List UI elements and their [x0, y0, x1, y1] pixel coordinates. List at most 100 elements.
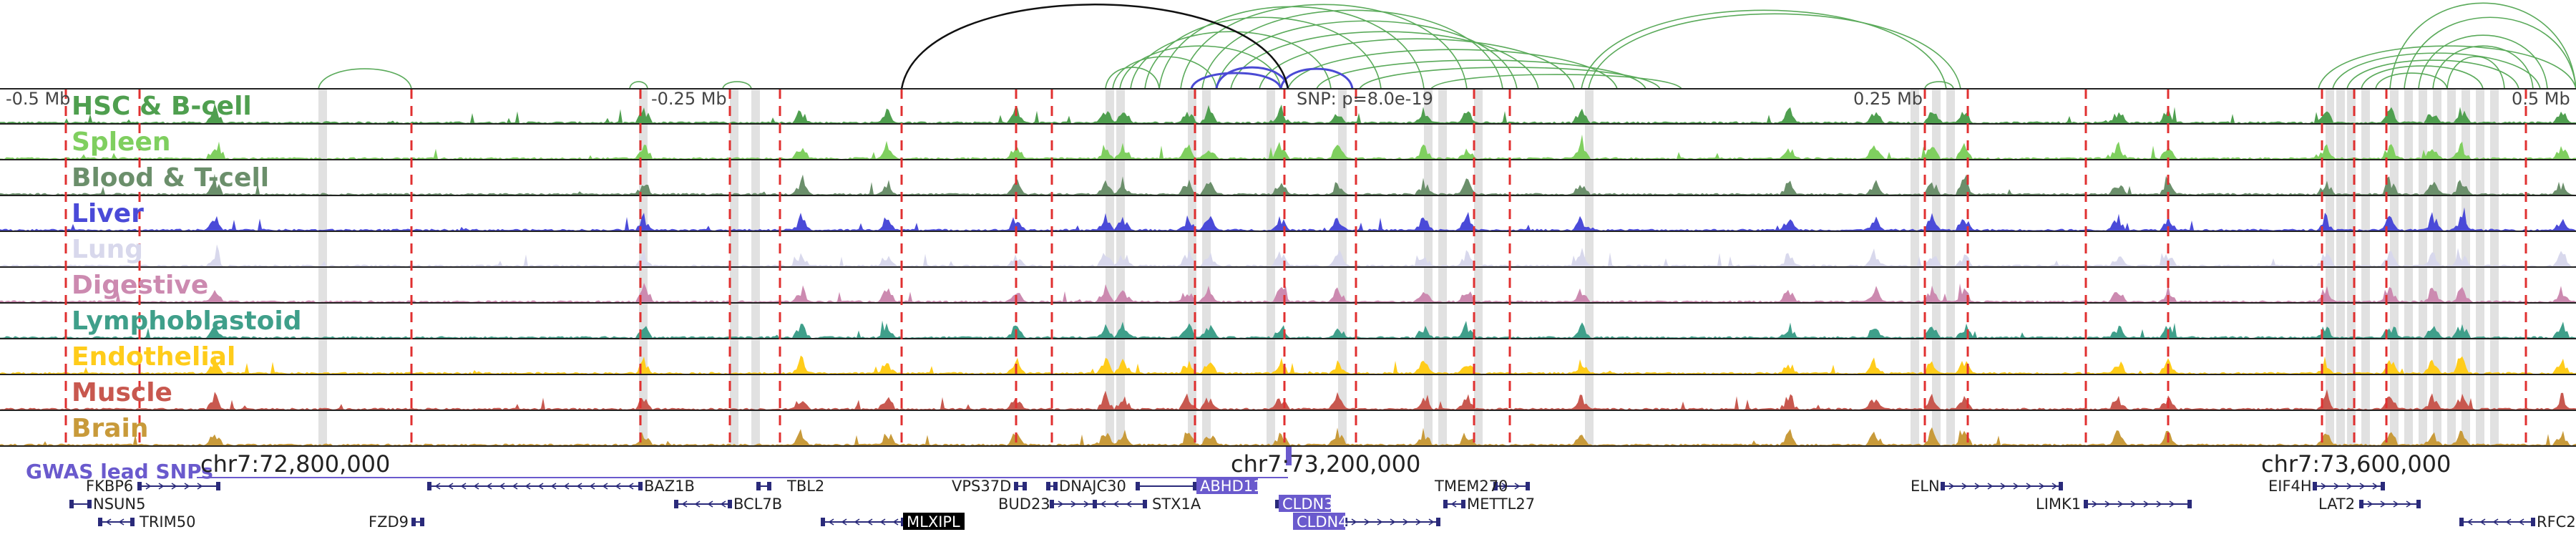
gene-strand-arrow	[2104, 500, 2111, 508]
gene-strand-arrow	[1126, 500, 1132, 508]
gene-exon	[821, 518, 825, 526]
gene-strand-arrow	[892, 518, 899, 526]
track-signal	[0, 103, 2576, 123]
gene-strand-arrow	[2479, 518, 2486, 526]
gene-strand-arrow	[1948, 483, 1955, 490]
gene-exon	[1136, 482, 1140, 490]
gene-exon	[1275, 500, 1279, 508]
gene-strand-arrow	[828, 518, 834, 526]
loop-arc-green	[2418, 34, 2548, 90]
gene-strand-arrow	[2367, 500, 2373, 508]
gene-exon	[420, 518, 424, 526]
gene-label: RFC2	[2537, 513, 2576, 531]
gene-strand-arrow	[1083, 500, 1090, 508]
gene-strand-arrow	[2092, 500, 2098, 508]
gene-label: TBL2	[786, 478, 824, 495]
offset-label: 0.5 Mb	[2512, 89, 2570, 109]
loop-arc-green	[2332, 52, 2541, 90]
gene-strand-arrow	[1100, 500, 1106, 508]
gene-exon	[1436, 518, 1440, 526]
gene-strand-arrow	[158, 483, 165, 490]
gene-exon	[1461, 500, 1465, 508]
gene-exon	[1050, 500, 1054, 508]
gene-strand-arrow	[2492, 518, 2499, 526]
track-label: Digestive	[72, 271, 208, 300]
gene-highlight-box	[1279, 495, 1331, 512]
chrom-tick-label: chr7:73,600,000	[2261, 450, 2451, 478]
offset-label: -0.25 Mb	[651, 89, 727, 109]
gene-strand-arrow	[1070, 500, 1077, 508]
track-label: Blood & T-cell	[72, 163, 269, 193]
chromatin-loop-arcs	[318, 2, 2576, 90]
gene-exon	[427, 482, 431, 490]
loop-arc-blue	[1190, 72, 1282, 90]
gene-strand-arrow	[537, 483, 544, 490]
gene-label: ABHD11	[1200, 478, 1262, 495]
gene-exon	[2381, 482, 2385, 490]
gene-strand-arrow	[105, 518, 112, 526]
gene-strand-arrow	[499, 483, 505, 490]
gene-strand-arrow	[171, 483, 177, 490]
gene-strand-arrow	[2359, 483, 2366, 490]
gene-strand-arrow	[2467, 518, 2473, 526]
gene-exon	[1443, 500, 1448, 508]
loop-arc-green	[1430, 74, 1682, 90]
gene-strand-arrow	[2372, 483, 2379, 490]
track-signal	[0, 427, 2576, 445]
track-label: HSC & B-cell	[72, 92, 252, 121]
gene-label: METTL27	[1467, 495, 1535, 513]
gene-label: FZD9	[369, 513, 409, 531]
loop-arc-green	[318, 68, 412, 90]
track-labels: -0.5 Mb -0.25 Mb 0.25 Mb 0.5 Mb SNP: p=8.0e-…	[0, 88, 2576, 443]
loop-arc-green	[1581, 9, 1947, 90]
snp-dashed-lines	[64, 89, 2527, 447]
loop-arc-green	[1259, 38, 1575, 90]
highlight-bands	[318, 89, 2499, 447]
loop-arc-green	[1112, 56, 1217, 90]
gene-exon	[2059, 482, 2063, 490]
gene-label: BAZ1B	[644, 478, 695, 495]
gene-exon	[69, 500, 74, 508]
gene-strand-arrow	[184, 483, 190, 490]
gene-label: CLDN4	[1297, 513, 1348, 531]
gene-exon	[2313, 482, 2317, 490]
loop-arc-green	[1216, 20, 1518, 90]
gene-strand-arrow	[589, 483, 595, 490]
gene-strand-arrow	[1058, 500, 1064, 508]
loop-arc-green	[2446, 56, 2505, 90]
gene-strand-arrow	[2117, 500, 2124, 508]
gene-label: BUD23	[998, 495, 1050, 513]
loop-arc-green	[1201, 9, 1503, 90]
gene-label: BCL7B	[733, 495, 782, 513]
track-label: Muscle	[72, 378, 172, 407]
gene-exon	[2416, 500, 2421, 508]
gwas-snp-mark	[1286, 447, 1292, 465]
gene-strand-arrow	[615, 483, 621, 490]
gene-strand-arrow	[1987, 483, 1994, 490]
gene-highlight-box	[1196, 477, 1258, 494]
gene-exon	[2084, 500, 2088, 508]
track-label: Spleen	[72, 127, 171, 157]
gene-exon	[2187, 500, 2192, 508]
track-signal	[0, 207, 2576, 231]
gene-label: TRIM50	[139, 513, 195, 531]
gene-strand-arrow	[2346, 483, 2353, 490]
gene-exon	[1143, 500, 1147, 508]
gene-strand-arrow	[550, 483, 557, 490]
gene-label: LAT2	[2318, 495, 2355, 513]
gene-exon	[1093, 500, 1097, 508]
track-label: Lymphoblastoid	[72, 306, 302, 336]
track-signal	[0, 320, 2576, 338]
loop-arc-green	[1105, 67, 1160, 90]
gene-strand-arrow	[2505, 518, 2512, 526]
gene-strand-arrow	[867, 518, 873, 526]
gene-label: FKBP6	[86, 478, 133, 495]
loop-arc-blue	[1279, 67, 1354, 90]
track-signal	[0, 354, 2576, 374]
gene-exon	[1014, 482, 1018, 490]
gene-exon	[674, 500, 678, 508]
track-label: Brain	[72, 414, 148, 443]
